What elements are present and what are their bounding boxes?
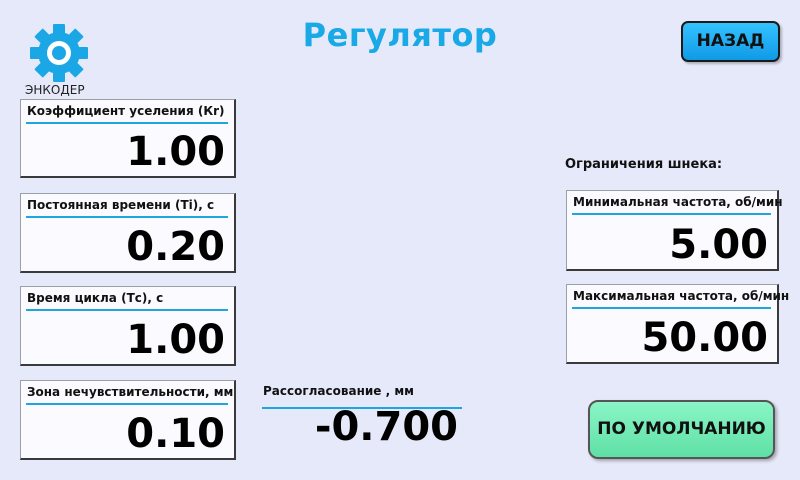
time-constant-label: Постоянная времени (Ti), с [27,198,215,212]
cycle-time-label: Время цикла (Тс), с [27,291,164,305]
min-frequency-label: Минимальная частота, об/мин [573,195,783,209]
field-divider [26,216,228,218]
dead-zone-label: Зона нечувствительности, мм [27,385,234,399]
auger-limits-label: Ограничения шнека: [565,157,723,172]
encoder-label: ЭНКОДЕР [25,83,85,97]
dead-zone-field[interactable]: Зона нечувствительности, мм 0.10 [20,380,236,460]
mismatch-label: Рассогласование , мм [263,384,414,398]
cycle-time-value: 1.00 [126,317,225,363]
field-divider [26,309,228,311]
defaults-button[interactable]: ПО УМОЛЧАНИЮ [588,400,775,459]
max-frequency-field[interactable]: Максимальная частота, об/мин 50.00 [566,284,789,364]
mismatch-divider [262,407,462,409]
gain-label: Коэффициент уселения (Кr) [27,104,225,118]
mismatch-value: -0.700 [314,404,458,450]
dead-zone-value: 0.10 [126,411,225,457]
max-frequency-value: 50.00 [641,315,768,361]
back-button[interactable]: НАЗАД [681,21,780,62]
time-constant-field[interactable]: Постоянная времени (Ti), с 0.20 [20,193,236,273]
min-frequency-field[interactable]: Минимальная частота, об/мин 5.00 [566,190,783,271]
page-title: Регулятор [302,16,498,54]
time-constant-value: 0.20 [126,224,225,270]
cycle-time-field[interactable]: Время цикла (Тс), с 1.00 [20,286,236,366]
gain-field[interactable]: Коэффициент уселения (Кr) 1.00 [20,99,236,178]
field-divider [26,403,228,405]
gain-value: 1.00 [126,129,225,175]
min-frequency-value: 5.00 [669,222,768,268]
field-divider [572,307,771,309]
max-frequency-label: Максимальная частота, об/мин [573,289,790,303]
gear-icon[interactable] [28,22,90,84]
field-divider [572,213,771,215]
field-divider [26,122,228,124]
